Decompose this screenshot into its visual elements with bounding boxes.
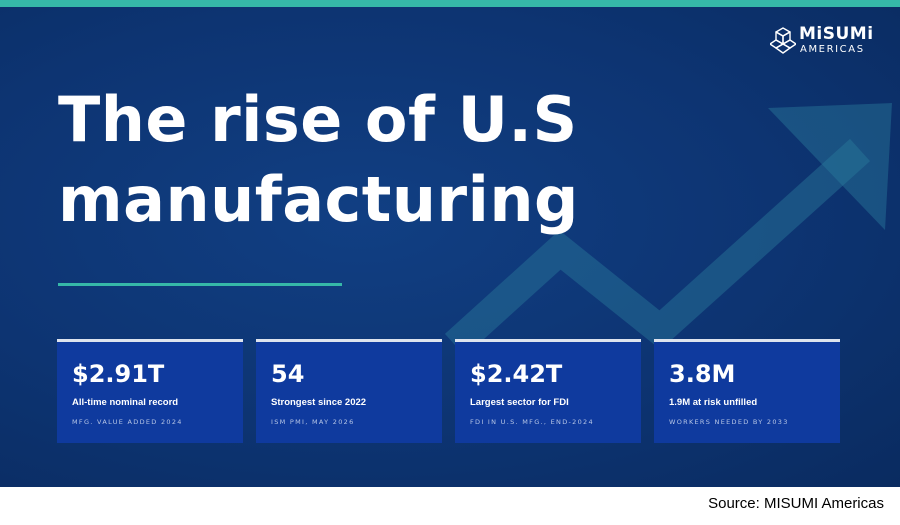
- stat-source: FDI IN U.S. MFG., END-2024: [470, 418, 594, 426]
- trend-arrow-icon: [444, 103, 892, 357]
- stat-value: 3.8M: [669, 360, 736, 388]
- infographic-banner: MiSUMi AMERICAS The rise of U.S manufact…: [0, 0, 900, 487]
- brand-logo: MiSUMi AMERICAS: [770, 24, 885, 60]
- stat-card-fdi: $2.42T Largest sector for FDI FDI IN U.S…: [455, 339, 641, 443]
- stat-source: MFG. VALUE ADDED 2024: [72, 418, 183, 426]
- stat-source: WORKERS NEEDED BY 2033: [669, 418, 789, 426]
- title-line-1: The rise of U.S: [58, 83, 578, 156]
- top-accent-stripe: [0, 0, 900, 7]
- brand-region: AMERICAS: [800, 44, 865, 55]
- brand-name: MiSUMi: [799, 24, 874, 44]
- title-divider: [58, 283, 342, 286]
- page-title: The rise of U.S manufacturing: [58, 80, 579, 240]
- source-note: Source: MISUMI Americas: [708, 495, 884, 512]
- stat-source: ISM PMI, MAY 2026: [271, 418, 355, 426]
- stat-value: $2.91T: [72, 360, 165, 388]
- stat-label: All-time nominal record: [72, 397, 179, 408]
- title-line-2: manufacturing: [58, 163, 579, 236]
- stat-value: $2.42T: [470, 360, 563, 388]
- stat-label: Strongest since 2022: [271, 397, 367, 408]
- stat-label: Largest sector for FDI: [470, 397, 569, 408]
- stat-card-value-added: $2.91T All-time nominal record MFG. VALU…: [57, 339, 243, 443]
- stat-card-pmi: 54 Strongest since 2022 ISM PMI, MAY 202…: [256, 339, 442, 443]
- cube-cluster-icon: [770, 27, 796, 54]
- stat-card-workers: 3.8M 1.9M at risk unfilled WORKERS NEEDE…: [654, 339, 840, 443]
- stat-value: 54: [271, 360, 305, 388]
- stat-label: 1.9M at risk unfilled: [669, 397, 758, 408]
